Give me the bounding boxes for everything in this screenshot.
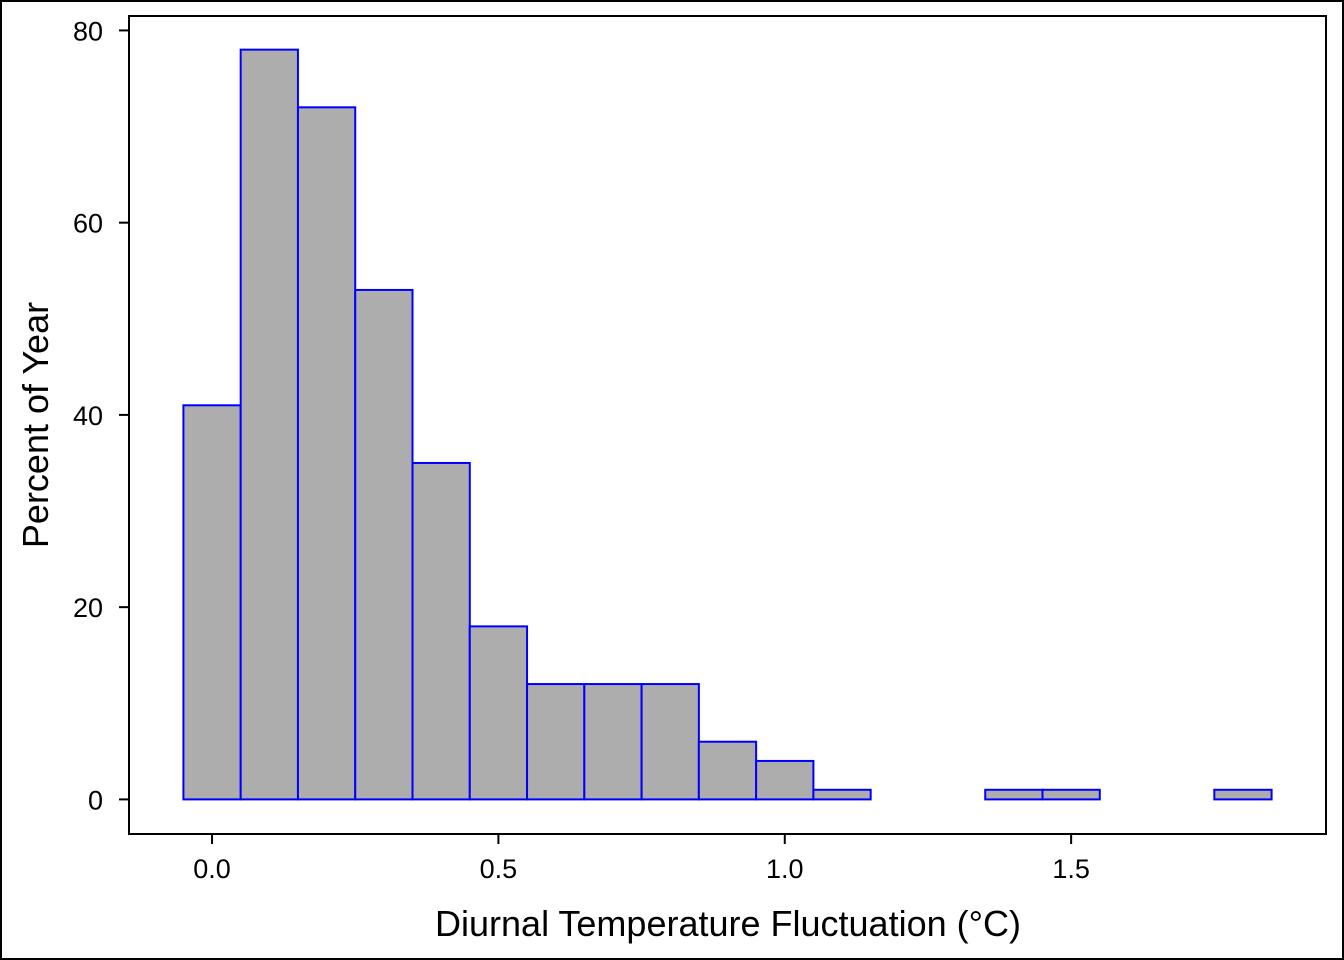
histogram-bar <box>526 683 586 801</box>
x-tick-label: 0.5 <box>480 854 518 884</box>
y-tick-label: 80 <box>73 16 103 46</box>
x-axis-title: Diurnal Temperature Fluctuation (°C) <box>435 903 1021 944</box>
histogram-bar <box>697 740 758 801</box>
histogram-bars <box>182 48 1273 801</box>
x-tick-label: 1.0 <box>766 854 804 884</box>
x-axis: 0.0 0.5 1.0 1.5 <box>193 834 1090 884</box>
histogram-bar <box>812 788 872 801</box>
histogram-bar <box>354 288 414 801</box>
histogram-bar <box>984 788 1044 801</box>
y-tick-label: 0 <box>88 785 103 815</box>
plot-frame <box>128 15 1327 835</box>
histogram-bar <box>296 106 357 801</box>
histogram-bar <box>239 48 299 801</box>
histogram-bar <box>411 461 471 801</box>
histogram-bar <box>468 625 529 801</box>
y-tick-label: 60 <box>73 209 103 239</box>
histogram-bar <box>640 683 700 801</box>
histogram-bar <box>755 759 815 801</box>
y-tick-label: 40 <box>73 401 103 431</box>
histogram-bar <box>1213 788 1273 801</box>
histogram-bar <box>1041 788 1101 801</box>
histogram-bar <box>583 683 643 801</box>
y-axis-title: Percent of Year <box>15 302 56 548</box>
x-tick-label: 1.5 <box>1052 854 1090 884</box>
x-tick-label: 0.0 <box>193 854 231 884</box>
y-tick-label: 20 <box>73 593 103 623</box>
y-axis: 0 20 40 60 80 <box>73 16 129 815</box>
histogram-bar <box>182 404 242 801</box>
